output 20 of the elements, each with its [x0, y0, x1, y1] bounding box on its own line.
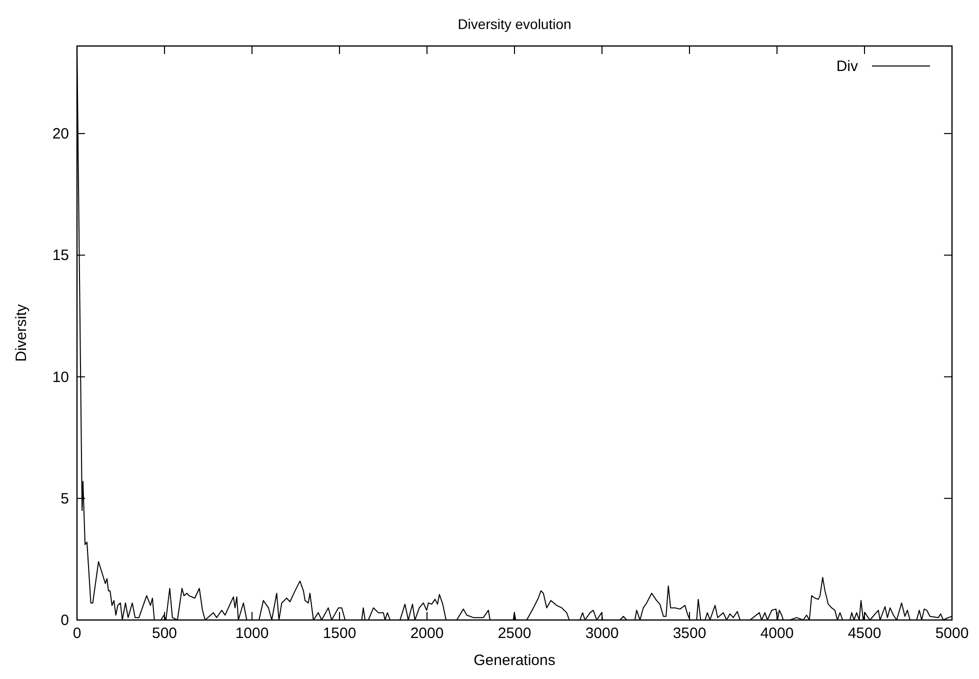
x-tick-label: 2000 — [410, 625, 444, 642]
x-tick-label: 0 — [72, 625, 82, 642]
x-tick-label: 4500 — [848, 625, 882, 642]
legend-label: Div — [836, 58, 858, 75]
y-tick-label: 15 — [52, 247, 69, 264]
x-tick-label: 3000 — [585, 625, 619, 642]
y-tick-label: 5 — [60, 490, 69, 508]
x-tick-label: 500 — [152, 625, 178, 642]
x-tick-label: 2500 — [498, 625, 532, 642]
y-axis-title: Diversity — [13, 304, 30, 362]
x-tick-label: 3500 — [672, 625, 706, 642]
x-axis-title: Generations — [474, 652, 556, 669]
x-tick-label: 5000 — [935, 625, 969, 642]
x-tick-label: 1000 — [235, 625, 269, 642]
y-tick-label: 10 — [52, 368, 69, 386]
x-tick-label: 1500 — [322, 625, 356, 642]
y-tick-label: 20 — [52, 126, 69, 143]
chart-title: Diversity evolution — [458, 16, 572, 32]
x-tick-label: 4000 — [760, 625, 794, 642]
y-tick-label: 0 — [60, 612, 69, 629]
